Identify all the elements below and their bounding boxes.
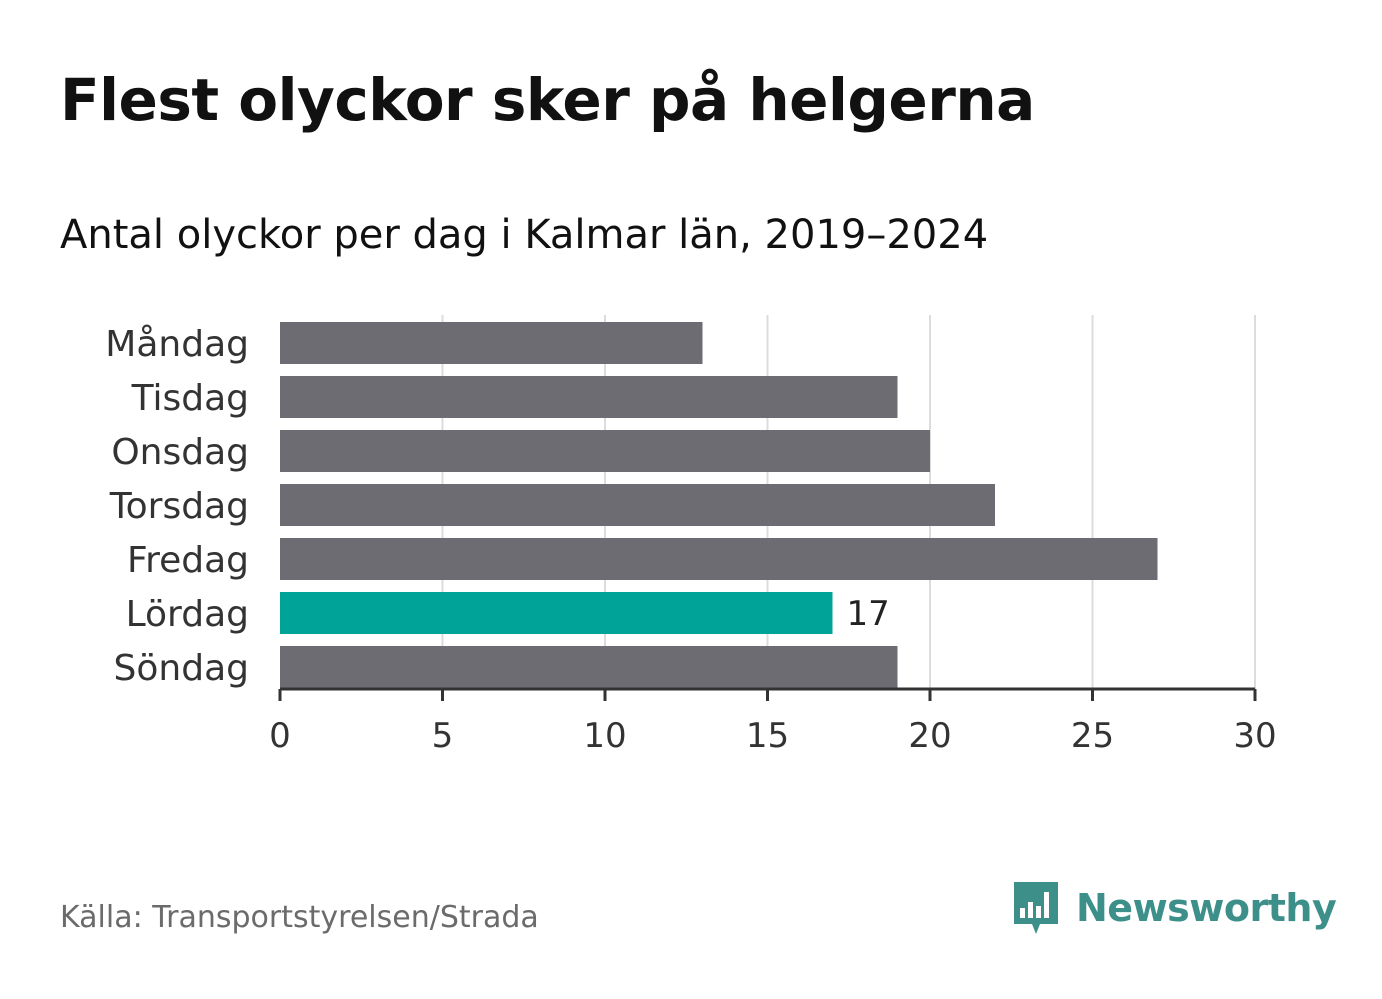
- category-label: Söndag: [114, 648, 249, 689]
- bar: [280, 430, 930, 472]
- category-label: Måndag: [105, 324, 249, 365]
- bar: [280, 646, 898, 688]
- x-tick-label: 10: [583, 716, 626, 756]
- chart-subtitle: Antal olyckor per dag i Kalmar län, 2019…: [60, 212, 989, 258]
- chart-title: Flest olyckor sker på helgerna: [60, 66, 1035, 134]
- data-label: 17: [847, 594, 890, 634]
- bar-highlight: [280, 592, 833, 634]
- category-label: Tisdag: [131, 378, 249, 419]
- category-label: Lördag: [126, 594, 249, 635]
- x-tick-label: 20: [908, 716, 951, 756]
- newsworthy-logo-icon: [1014, 882, 1058, 934]
- bar: [280, 322, 703, 364]
- logo-text: Newsworthy: [1076, 886, 1337, 930]
- bar: [280, 376, 898, 418]
- category-label: Fredag: [127, 540, 249, 581]
- category-label: Onsdag: [111, 432, 249, 473]
- bar: [280, 538, 1158, 580]
- source-note: Källa: Transportstyrelsen/Strada: [60, 900, 539, 935]
- category-label: Torsdag: [109, 486, 249, 527]
- bar: [280, 484, 995, 526]
- x-tick-label: 0: [269, 716, 291, 756]
- x-tick-label: 30: [1233, 716, 1276, 756]
- x-tick-label: 5: [432, 716, 454, 756]
- bar-chart: Måndag Tisdag Onsdag Torsdag Fredag Lördag 17 S…: [105, 315, 1277, 756]
- x-tick-label: 25: [1071, 716, 1114, 756]
- newsworthy-logo: Newsworthy: [1010, 878, 1337, 938]
- x-tick-label: 15: [746, 716, 789, 756]
